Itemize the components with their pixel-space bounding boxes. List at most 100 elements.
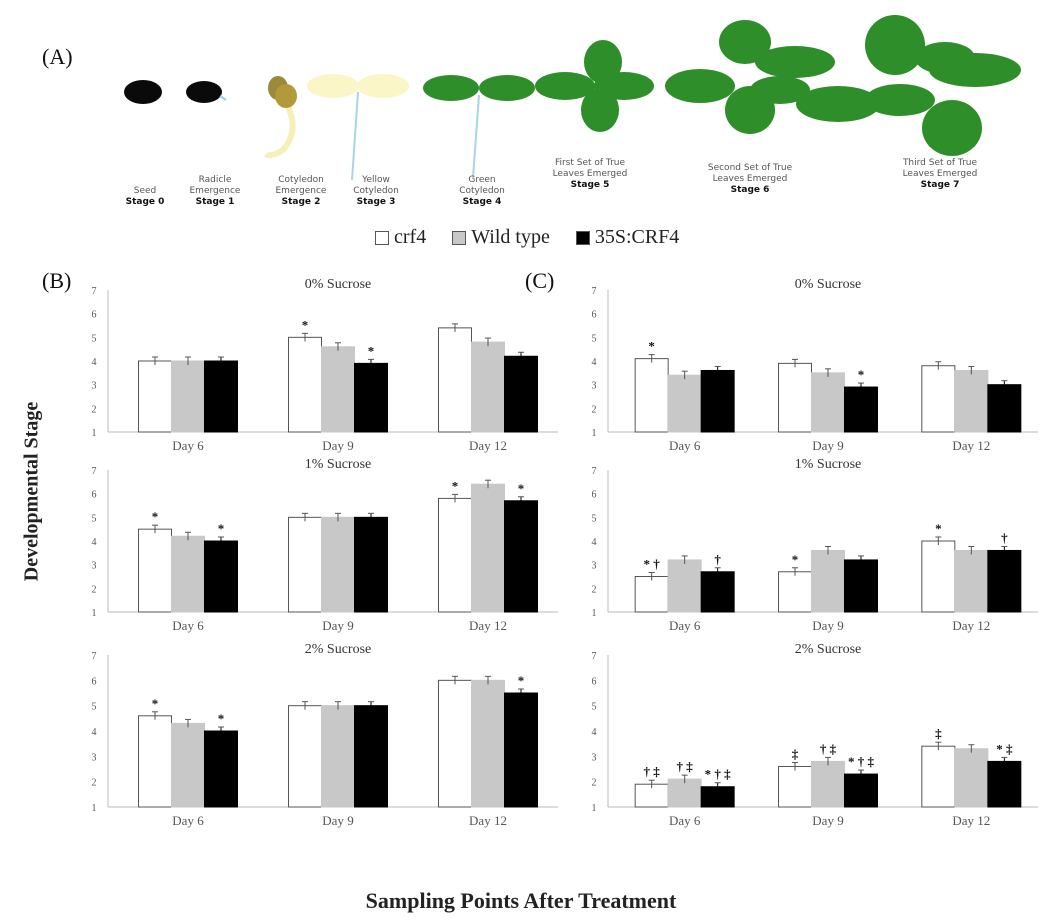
- chart3-bar: [471, 679, 505, 808]
- chart1-bar: [138, 360, 172, 433]
- seedling-stages-drawing: [124, 15, 1021, 181]
- chart1-bar: [504, 355, 538, 433]
- chart5-significance-mark: *: [935, 521, 942, 536]
- chart3-title: 2% Sucrose: [305, 642, 372, 657]
- chart3-bar: [438, 679, 472, 808]
- x-axis-title: Sampling Points After Treatment: [365, 888, 677, 913]
- chart1-bar: [354, 362, 388, 433]
- stage-label-1: Radicle Emergence Stage 1: [189, 175, 241, 207]
- chart1-y-tick-label: 5: [92, 333, 97, 344]
- chart1-bar: [288, 336, 322, 433]
- chart2-title: 1% Sucrose: [305, 457, 372, 472]
- legend-item-35s-crf4: 35S:CRF4: [575, 226, 679, 249]
- chart5-significance-mark: †: [714, 552, 721, 567]
- chart3-significance-mark: *: [152, 696, 159, 711]
- chart6-y-tick-label: 2: [592, 778, 597, 789]
- chart3-bar: [321, 705, 355, 808]
- radicle-seed-shape: [186, 81, 222, 103]
- chart5-title: 1% Sucrose: [795, 457, 862, 472]
- chart4-significance-mark: *: [648, 339, 655, 354]
- chart6-bar: [844, 773, 878, 808]
- chart5-y-tick-label: 1: [592, 608, 597, 619]
- chart2-bar: [288, 516, 322, 613]
- chart4-title: 0% Sucrose: [795, 277, 862, 292]
- y-axis-title: Developmental Stage: [20, 401, 43, 582]
- chart6-bar: [921, 745, 956, 808]
- chart5-y-tick-label: 2: [592, 584, 597, 595]
- chart1-significance-mark: *: [368, 343, 375, 358]
- chart3-y-tick-label: 1: [92, 803, 97, 814]
- chart3-y-tick-label: 6: [92, 676, 97, 687]
- chart2-x-tick-label: Day 6: [172, 618, 204, 633]
- chart6-bar: [987, 760, 1022, 808]
- chart6-y-tick-label: 5: [592, 702, 597, 713]
- chart1-x-tick-label: Day 12: [469, 438, 507, 453]
- chart4-bar: [667, 374, 702, 433]
- chart6-bar: [811, 760, 845, 808]
- chart2-y-tick-label: 1: [92, 608, 97, 619]
- chart3-bar: [288, 705, 322, 808]
- chart1-title: 0% Sucrose: [305, 277, 372, 292]
- chart5-bar: [700, 571, 735, 613]
- chart6-significance-mark: * ‡: [996, 741, 1013, 756]
- chart3-bar: [354, 705, 388, 808]
- chart6-x-tick-label: Day 6: [669, 813, 701, 828]
- chart1-y-tick-label: 2: [92, 404, 97, 415]
- chart1-y-tick-label: 3: [92, 381, 97, 392]
- stage-label-7: Third Set of True Leaves Emerged Stage 7: [902, 158, 978, 190]
- chart3-bar: [171, 722, 205, 808]
- chart1-bar: [471, 341, 505, 433]
- chart6-bar: [954, 748, 989, 808]
- chart2-x-tick-label: Day 12: [469, 618, 507, 633]
- chart1-y-tick-label: 1: [92, 428, 97, 439]
- chart5-bar: [954, 549, 989, 613]
- chart6-bar: [667, 778, 702, 808]
- chart5-y-tick-label: 7: [592, 466, 597, 477]
- stage7-leaves: [796, 15, 1021, 156]
- chart3-bar: [504, 692, 538, 808]
- chart2-x-tick-label: Day 9: [322, 618, 353, 633]
- chart4-y-tick-label: 4: [592, 357, 597, 368]
- chart2-significance-mark: *: [152, 509, 159, 524]
- chart5-bar: [667, 559, 702, 613]
- chart6-significance-mark: † ‡: [677, 759, 694, 774]
- chart6-y-tick-label: 6: [592, 676, 597, 687]
- chart4-bar: [634, 358, 669, 433]
- chart6-y-tick-label: 3: [592, 752, 597, 763]
- seed-shape: [124, 80, 162, 104]
- chart6-significance-mark: ‡: [935, 726, 942, 741]
- chart5-x-tick-label: Day 9: [812, 618, 843, 633]
- chart6-x-tick-label: Day 9: [812, 813, 843, 828]
- chart2-y-tick-label: 7: [92, 466, 97, 477]
- panel-label-c: (C): [525, 268, 555, 293]
- chart6-bar: [778, 765, 812, 808]
- stage-label-2: Cotyledon Emergence Stage 2: [275, 175, 327, 207]
- chart3-significance-mark: *: [518, 673, 525, 688]
- chart5-bar: [778, 571, 812, 613]
- legend-item-wild-type: Wild type: [452, 226, 550, 249]
- chart2-significance-mark: *: [452, 478, 459, 493]
- chart1-bar: [438, 327, 472, 433]
- stage-label-4: Green Cotyledon Stage 4: [459, 175, 505, 207]
- chart5-bar: [844, 559, 878, 613]
- chart1-x-tick-label: Day 9: [322, 438, 353, 453]
- chart1-y-tick-label: 7: [92, 286, 97, 297]
- chart4-x-tick-label: Day 6: [669, 438, 701, 453]
- chart5-significance-mark: †: [1001, 530, 1008, 545]
- chart4-bar: [987, 384, 1022, 433]
- chart2-y-tick-label: 2: [92, 584, 97, 595]
- chart3-y-tick-label: 5: [92, 702, 97, 713]
- chart5-bar: [921, 540, 956, 613]
- legend-item-crf4: crf4: [375, 226, 426, 249]
- legend-swatch-35s-crf4: [575, 230, 590, 245]
- chart4-y-tick-label: 3: [592, 381, 597, 392]
- chart5-y-tick-label: 3: [592, 561, 597, 572]
- chart6-y-tick-label: 7: [592, 651, 597, 662]
- chart4-bar: [921, 365, 956, 433]
- chart5-bar: [987, 549, 1022, 613]
- chart5-y-tick-label: 4: [592, 537, 597, 548]
- chart3-bar: [204, 730, 238, 808]
- chart4-y-tick-label: 7: [592, 286, 597, 297]
- chart4-y-tick-label: 1: [592, 428, 597, 439]
